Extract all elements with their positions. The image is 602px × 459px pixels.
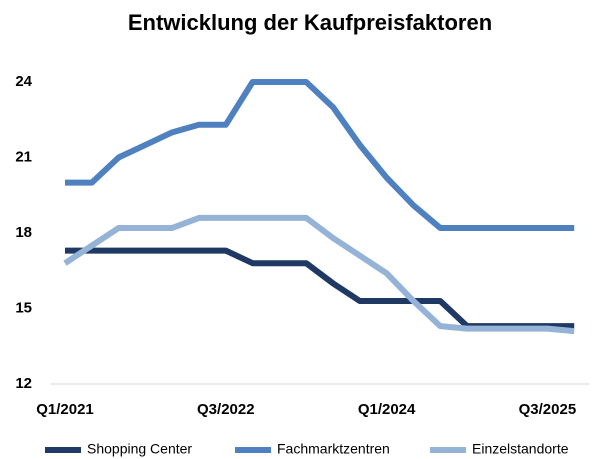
series-line: [65, 247, 575, 330]
series-line: [65, 79, 575, 231]
x-tick-label: Q3/2022: [197, 401, 255, 418]
chart-title: Entwicklung der Kaufpreisfaktoren: [128, 10, 492, 35]
y-tick-label: 21: [15, 148, 32, 165]
legend-label: Fachmarktzentren: [277, 441, 390, 457]
legend-label: Shopping Center: [87, 441, 192, 457]
y-tick-label: 15: [15, 299, 32, 316]
y-tick-label: 12: [15, 375, 32, 392]
series-line: [63, 214, 575, 335]
y-tick-label: 18: [15, 224, 32, 241]
legend-label: Einzelstandorte: [472, 441, 569, 457]
x-tick-label: Q3/2025: [519, 401, 577, 418]
x-tick-label: Q1/2021: [36, 401, 94, 418]
y-tick-label: 24: [15, 73, 32, 90]
x-tick-label: Q1/2024: [358, 401, 416, 418]
